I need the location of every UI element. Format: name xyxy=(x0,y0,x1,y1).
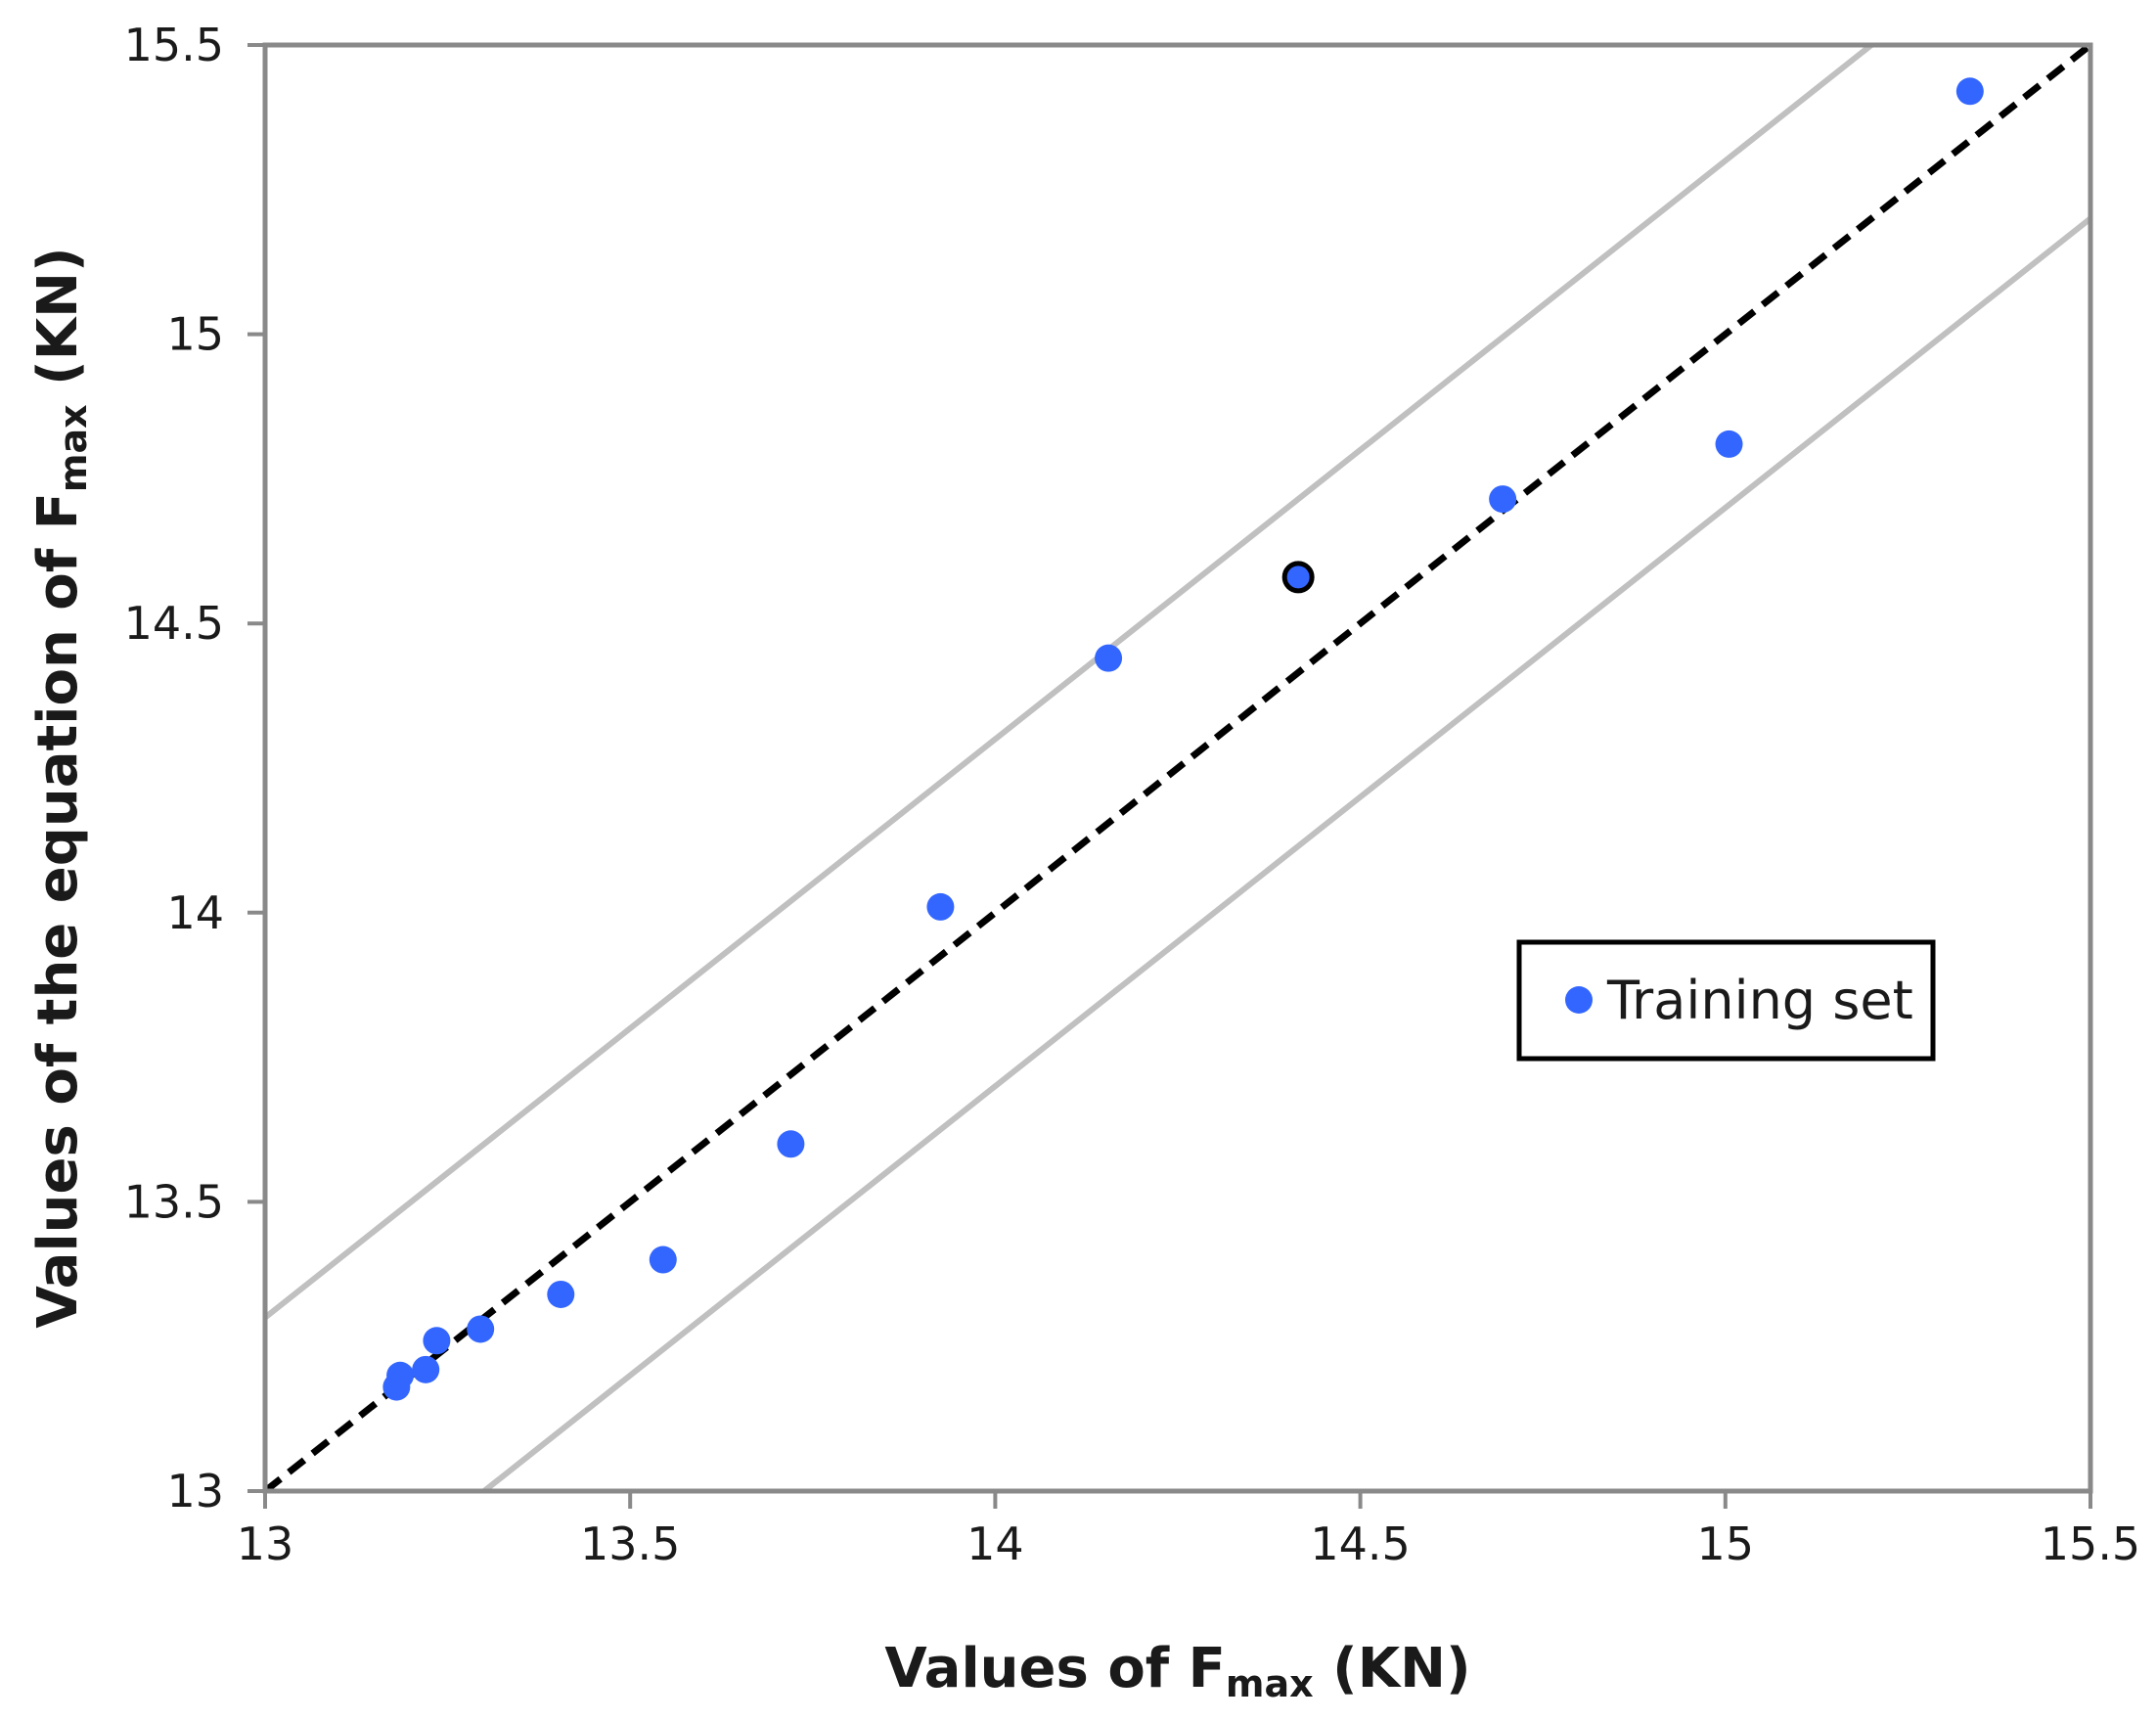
data-point xyxy=(1489,485,1517,514)
x-tick-label: 14 xyxy=(966,1517,1024,1570)
x-tick-label: 15.5 xyxy=(2041,1517,2140,1570)
data-point xyxy=(1095,644,1123,672)
x-tick-label: 15 xyxy=(1697,1517,1755,1570)
data-point xyxy=(412,1355,440,1383)
data-point xyxy=(1955,77,1984,106)
data-point xyxy=(926,892,955,921)
lower-bound-line xyxy=(479,216,2090,1491)
legend-label-training-set: Training set xyxy=(1606,970,1913,1031)
y-tick-label: 15.5 xyxy=(124,19,224,71)
legend-marker-training-set xyxy=(1565,986,1593,1014)
data-point xyxy=(777,1130,805,1158)
data-point xyxy=(467,1315,495,1343)
x-tick-label: 14.5 xyxy=(1310,1517,1410,1570)
y-tick-label: 15 xyxy=(166,308,224,361)
x-tick-label: 13 xyxy=(237,1517,294,1570)
data-point xyxy=(386,1361,415,1389)
x-tick-label: 13.5 xyxy=(580,1517,680,1570)
y-tick-label: 13.5 xyxy=(124,1175,224,1228)
y-axis-ticks: 13 13.5 14 14.5 15 15.5 xyxy=(124,19,265,1517)
data-point-highlighted xyxy=(1281,561,1315,594)
plot-area-border xyxy=(262,42,2093,1494)
y-tick-label: 13 xyxy=(166,1465,224,1517)
y-axis-title: Values of the equation of Fmax (KN) xyxy=(26,247,95,1328)
data-points xyxy=(382,77,1984,1401)
y-tick-label: 14 xyxy=(166,886,224,939)
data-point xyxy=(423,1327,451,1355)
legend: Training set xyxy=(1516,939,1936,1062)
identity-line xyxy=(265,45,2090,1491)
x-axis-ticks: 13 13.5 14 14.5 15 15.5 xyxy=(237,1491,2140,1570)
data-point xyxy=(1715,430,1743,458)
upper-bound-line xyxy=(265,45,1876,1320)
x-axis-title: Values of Fmax (KN) xyxy=(884,1637,1470,1705)
bound-lines xyxy=(265,45,2090,1491)
data-point xyxy=(649,1245,677,1274)
y-tick-label: 14.5 xyxy=(124,597,224,650)
data-point xyxy=(547,1280,575,1308)
